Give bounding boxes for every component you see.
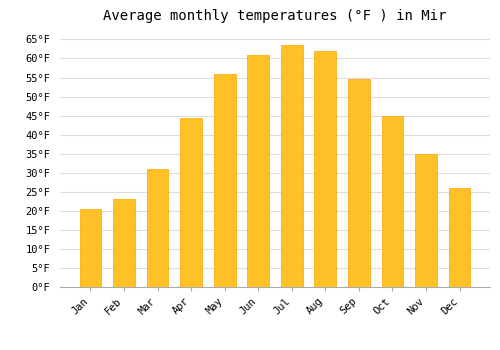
Title: Average monthly temperatures (°F ) in Mir: Average monthly temperatures (°F ) in Mi…: [104, 9, 446, 23]
Bar: [281, 45, 302, 287]
Bar: [113, 199, 135, 287]
Bar: [214, 74, 236, 287]
Bar: [248, 55, 269, 287]
Bar: [448, 188, 470, 287]
Bar: [314, 51, 336, 287]
Bar: [180, 118, 202, 287]
Bar: [415, 154, 437, 287]
Bar: [80, 209, 102, 287]
Bar: [348, 79, 370, 287]
Bar: [146, 169, 169, 287]
Bar: [382, 116, 404, 287]
